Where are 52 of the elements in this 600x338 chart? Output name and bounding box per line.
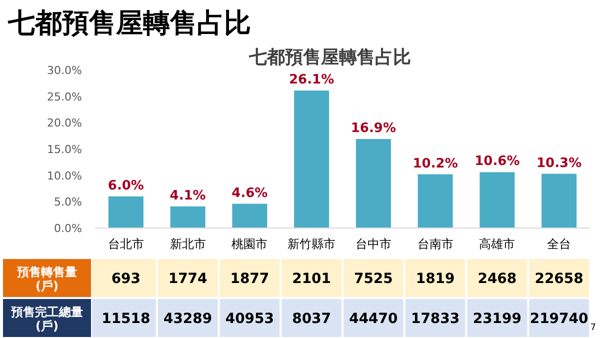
y-tick-label: 0.0% <box>54 222 82 235</box>
bar <box>542 174 577 228</box>
data-label: 1774 <box>168 271 208 287</box>
data-label: 7525 <box>354 271 393 287</box>
x-tick-label: 台北市 <box>108 237 144 251</box>
y-tick-label: 20.0% <box>47 116 82 130</box>
data-label: 8037 <box>292 311 332 327</box>
data-label: 2468 <box>478 271 517 287</box>
x-tick-label: 全台 <box>547 237 572 251</box>
bar <box>232 204 268 228</box>
data-label: 40953 <box>225 311 274 327</box>
bar <box>294 90 330 228</box>
data-label: 693 <box>111 271 141 287</box>
y-tick-label: 15.0% <box>47 143 82 156</box>
y-tick-label: 5.0% <box>54 196 82 209</box>
bar <box>418 174 453 228</box>
y-tick-label: 10.0% <box>47 169 82 182</box>
x-tick-label: 桃園市 <box>232 237 268 251</box>
y-tick-label: 30.0% <box>47 64 82 77</box>
data-label: 4.6% <box>232 186 268 201</box>
data-label: 16.9% <box>350 120 396 136</box>
data-label: 4.1% <box>170 188 206 204</box>
data-label: 10.3% <box>536 156 582 171</box>
data-label: 2101 <box>292 271 332 287</box>
data-label: 23199 <box>472 311 522 327</box>
data-label: 17833 <box>410 311 460 327</box>
bar <box>170 206 206 228</box>
x-tick-label: 新北市 <box>170 237 206 251</box>
data-label: 219740 <box>530 311 589 327</box>
bar <box>108 196 144 228</box>
data-label: 6.0% <box>108 178 144 194</box>
chart-title: 七都預售屋轉售占比 <box>7 8 251 39</box>
data-label: 43289 <box>163 311 212 327</box>
x-tick-label: 台南市 <box>417 237 454 251</box>
y-tick-label: 25.0% <box>47 90 82 104</box>
text: 7 <box>590 323 596 333</box>
y-tick-label: 預售完工總量 (戶) <box>10 305 83 333</box>
bar <box>480 172 515 228</box>
bar <box>356 138 391 228</box>
data-label: 26.1% <box>289 72 334 88</box>
x-tick-label: 高雄市 <box>479 237 516 251</box>
data-label: 1819 <box>416 271 455 287</box>
x-tick-label: 台中市 <box>355 237 392 251</box>
data-label: 10.2% <box>412 156 458 172</box>
chart-subtitle: 七都預售屋轉售占比 <box>248 47 411 68</box>
data-label: 10.6% <box>474 154 520 170</box>
data-label: 44470 <box>349 311 398 327</box>
data-label: 1877 <box>230 271 270 287</box>
x-tick-label: 新竹縣市 <box>288 237 336 251</box>
data-label: 11518 <box>102 311 150 327</box>
data-label: 22658 <box>534 271 584 287</box>
y-tick-label: 預售轉售量 (戶) <box>16 265 77 293</box>
